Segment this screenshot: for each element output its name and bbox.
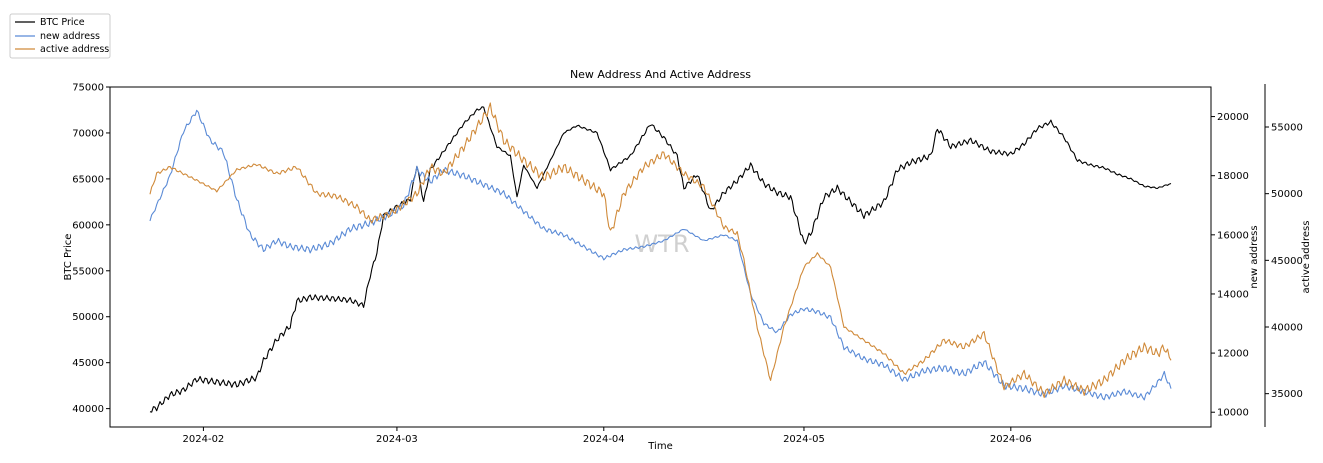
y-left-tick-label: 45000 [72, 358, 104, 369]
legend-label-active-address: active address [40, 44, 109, 55]
y-left-tick-label: 60000 [72, 220, 104, 231]
x-tick-label: 2024-06 [990, 434, 1032, 445]
series-layer [149, 102, 1172, 413]
y-left-tick-label: 75000 [72, 83, 104, 94]
y-axis-right-active-address-label: active address [1301, 221, 1312, 294]
y-right-active-address-tick-label: 55000 [1271, 123, 1303, 134]
legend-label-new-address: new address [40, 31, 100, 42]
y-right-new-address-tick-label: 16000 [1217, 230, 1249, 241]
x-tick-label: 2024-04 [583, 434, 625, 445]
x-tick-label: 2024-02 [183, 434, 225, 445]
legend-frame [9, 13, 111, 59]
y-axis-right-new-address-label: new address [1249, 225, 1260, 288]
y-right-new-address-tick-label: 10000 [1217, 408, 1249, 419]
y-right-active-address-tick-label: 35000 [1271, 389, 1303, 400]
y-axis-right-new-address: 10000 12000 14000 16000 18000 20000 [1211, 112, 1249, 419]
x-axis-label: Time [647, 441, 672, 452]
y-left-tick-label: 70000 [72, 128, 104, 139]
y-axis-left-label: BTC Price [63, 234, 74, 281]
y-right-active-address-tick-label: 40000 [1271, 323, 1303, 334]
y-right-active-address-tick-label: 50000 [1271, 189, 1303, 200]
y-left-tick-label: 40000 [72, 404, 104, 415]
x-tick-label: 2024-05 [783, 434, 825, 445]
y-left-tick-label: 65000 [72, 174, 104, 185]
y-right-new-address-tick-label: 14000 [1217, 289, 1249, 300]
legend: BTC Price new address active address [9, 13, 111, 59]
series-line-btc-price [149, 106, 1172, 413]
legend-label-btc-price: BTC Price [40, 17, 85, 28]
y-axis-right-active-address: 35000 40000 45000 50000 55000 [1264, 84, 1303, 427]
y-right-new-address-tick-label: 18000 [1217, 171, 1249, 182]
plot-frame [109, 86, 1212, 428]
x-tick-label: 2024-03 [376, 434, 418, 445]
y-right-active-address-tick-label: 45000 [1271, 256, 1303, 267]
y-left-tick-label: 55000 [72, 266, 104, 277]
y-right-new-address-tick-label: 12000 [1217, 349, 1249, 360]
watermark: WTR [634, 230, 689, 258]
y-left-tick-label: 50000 [72, 312, 104, 323]
x-axis: 2024-02 2024-03 2024-04 2024-05 2024-06 [183, 427, 1032, 445]
y-axis-left: 40000 45000 50000 55000 60000 65000 70000 75000 [72, 83, 110, 415]
series-line-new-address [149, 109, 1172, 401]
y-right-new-address-tick-label: 20000 [1217, 112, 1249, 123]
chart-title: New Address And Active Address [570, 68, 751, 81]
series-line-active-address [149, 102, 1172, 399]
